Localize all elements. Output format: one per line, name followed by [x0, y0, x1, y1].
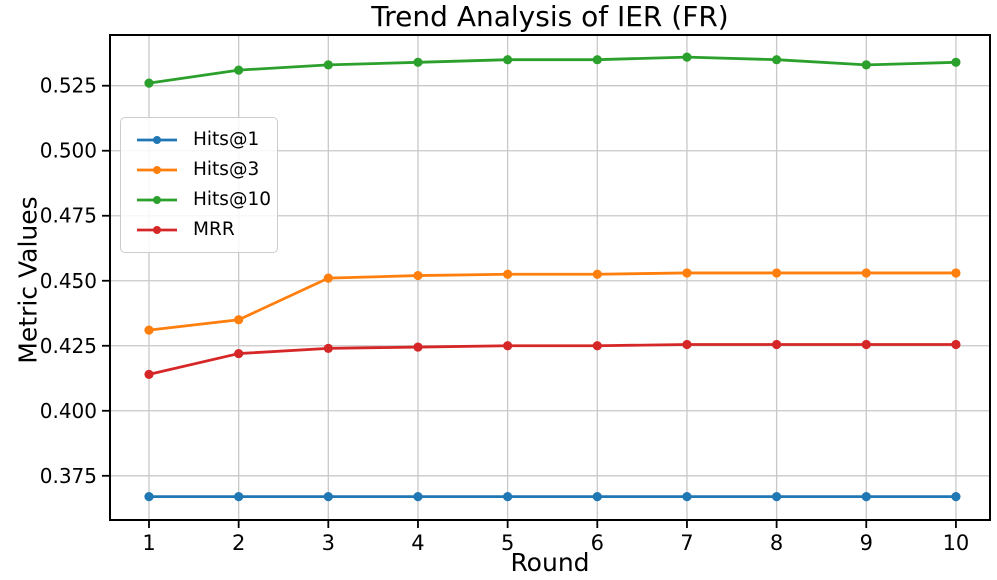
data-point-Hits@3 [951, 268, 961, 278]
data-point-Hits@1 [772, 491, 782, 502]
chart-title: Trend Analysis of IER (FR) [371, 0, 729, 33]
data-point-Hits@1 [413, 491, 423, 502]
x-tick-label: 1 [142, 531, 155, 555]
data-point-MRR [682, 339, 692, 350]
data-point-Hits@10 [234, 65, 244, 75]
data-point-Hits@10 [144, 78, 154, 88]
data-point-Hits@3 [861, 268, 871, 278]
data-point-Hits@3 [144, 325, 154, 335]
data-point-MRR [772, 339, 782, 350]
data-point-MRR [951, 339, 961, 350]
x-tick-label: 2 [232, 531, 245, 555]
data-point-Hits@1 [323, 491, 333, 502]
data-point-MRR [323, 343, 333, 353]
data-point-Hits@3 [234, 315, 244, 325]
data-point-MRR [592, 341, 602, 351]
data-point-MRR [861, 339, 871, 350]
x-tick-label: 9 [860, 531, 873, 555]
data-point-Hits@3 [413, 270, 423, 281]
legend-label: Hits@3 [193, 158, 260, 180]
data-point-Hits@1 [592, 491, 602, 502]
legend-marker-MRR [137, 226, 177, 234]
x-tick-label: 7 [680, 531, 693, 555]
data-point-Hits@3 [323, 273, 333, 283]
data-point-Hits@10 [413, 57, 423, 67]
data-point-Hits@10 [503, 55, 513, 65]
data-point-Hits@1 [234, 491, 244, 502]
x-tick-label: 3 [322, 531, 335, 555]
data-point-Hits@3 [682, 268, 692, 278]
legend-marker-Hits@3 [137, 166, 177, 174]
legend-entry-Hits@3: Hits@3 [121, 155, 277, 185]
series-line-Hits@3 [148, 271, 956, 332]
y-tick-label: 0.400 [40, 399, 97, 423]
y-tick-label: 0.425 [40, 334, 97, 358]
y-tick-label: 0.475 [40, 204, 97, 228]
data-point-MRR [413, 342, 423, 352]
data-point-MRR [144, 369, 154, 379]
data-point-Hits@1 [951, 491, 961, 502]
data-point-Hits@1 [144, 491, 154, 502]
data-point-Hits@10 [951, 57, 961, 67]
data-point-Hits@10 [682, 52, 692, 62]
legend-entry-Hits@1: Hits@1 [121, 125, 277, 155]
y-tick-label: 0.500 [40, 139, 97, 163]
data-point-Hits@1 [682, 491, 692, 502]
legend-entry-Hits@10: Hits@10 [121, 185, 277, 215]
data-point-Hits@10 [323, 60, 333, 70]
legend-marker-Hits@1 [137, 136, 177, 144]
x-tick-label: 5 [501, 531, 514, 555]
data-point-MRR [503, 341, 513, 351]
legend-label: MRR [193, 218, 235, 240]
series-line-Hits@10 [148, 55, 956, 85]
axes-spines [109, 34, 991, 521]
data-point-Hits@1 [503, 491, 513, 502]
legend-marker-Hits@10 [137, 196, 177, 204]
data-point-Hits@1 [861, 491, 871, 502]
legend-entry-MRR: MRR [121, 215, 277, 245]
legend-label: Hits@1 [193, 128, 260, 150]
data-point-Hits@10 [592, 55, 602, 65]
x-axis-label: Round [510, 548, 590, 577]
x-tick-label: 10 [943, 531, 970, 555]
data-point-Hits@3 [503, 269, 513, 279]
data-point-Hits@10 [772, 55, 782, 65]
data-point-Hits@3 [772, 268, 782, 278]
series-line-MRR [148, 343, 956, 376]
data-point-MRR [234, 348, 244, 359]
legend: Hits@1 Hits@3 Hits@10 MRR [120, 117, 278, 253]
x-tick-label: 8 [770, 531, 783, 555]
x-tick-label: 4 [411, 531, 424, 555]
data-point-Hits@10 [861, 60, 871, 70]
y-tick-label: 0.525 [40, 74, 97, 98]
y-tick-label: 0.375 [40, 464, 97, 488]
x-tick-label: 6 [591, 531, 604, 555]
data-point-Hits@3 [592, 269, 602, 279]
legend-label: Hits@10 [193, 188, 271, 210]
y-tick-label: 0.450 [40, 269, 97, 293]
